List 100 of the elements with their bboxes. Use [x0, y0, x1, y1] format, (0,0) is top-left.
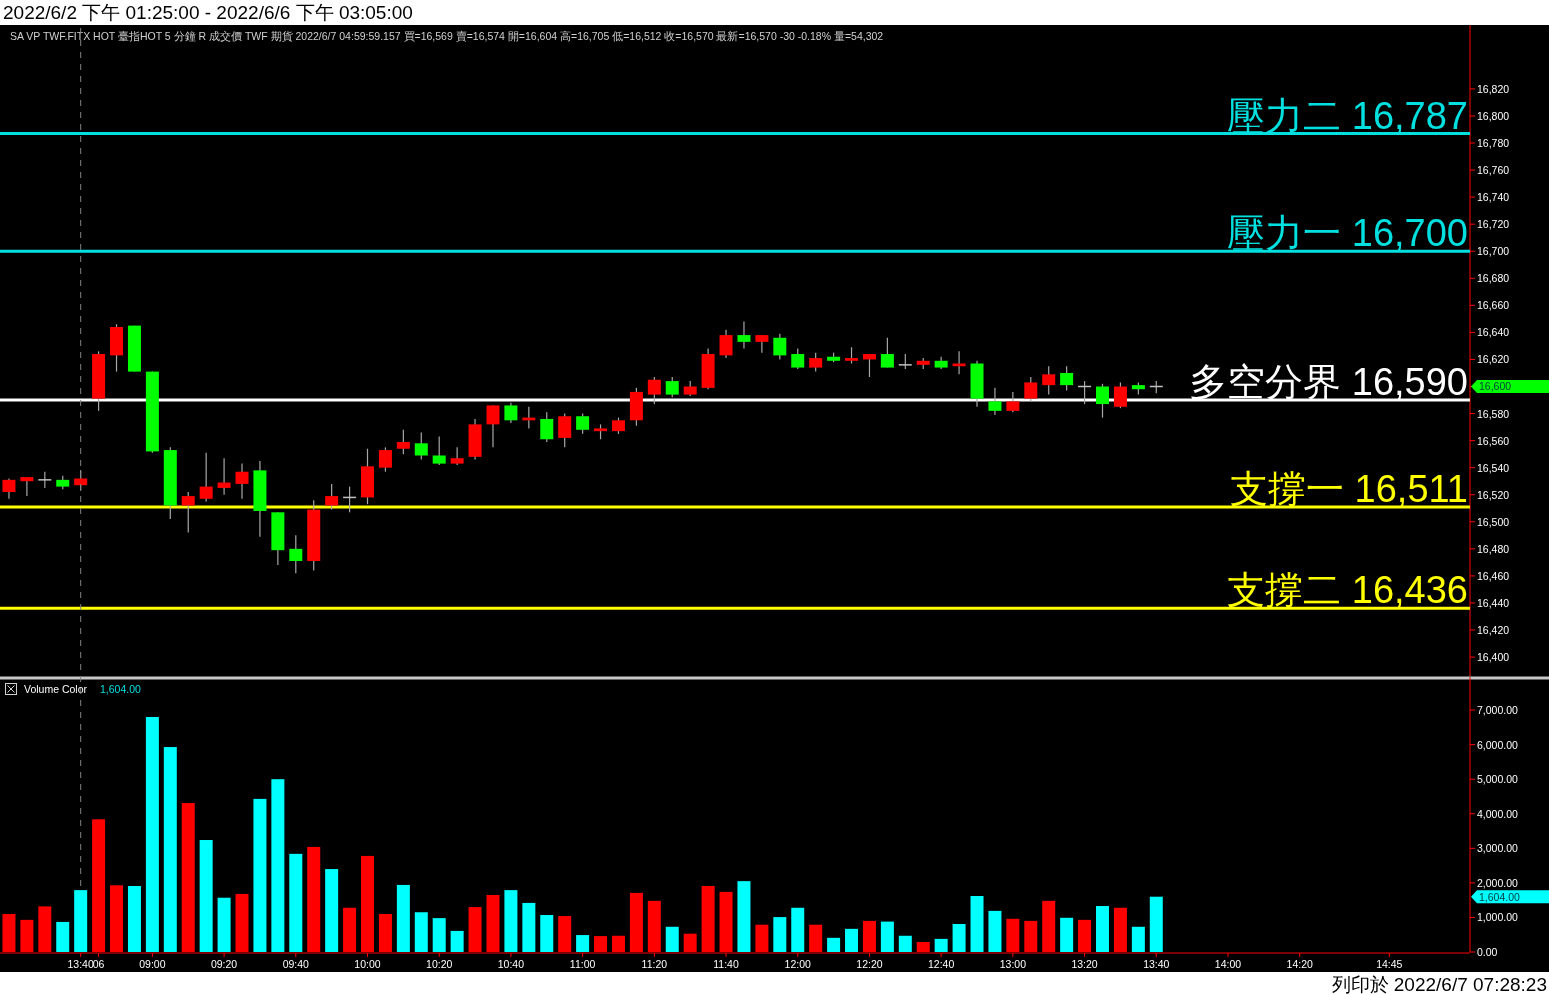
bar — [665, 926, 679, 952]
bar — [934, 938, 948, 952]
bar — [253, 798, 267, 952]
bar — [522, 902, 536, 952]
candlestick — [450, 446, 464, 466]
bar — [1060, 917, 1074, 952]
candlestick — [199, 452, 213, 503]
bar — [396, 884, 410, 952]
x-tick-label: 12:40 — [928, 958, 955, 970]
x-tick-label: 13:20 — [1071, 958, 1098, 970]
candlestick — [719, 329, 733, 359]
y-tick-label: 16,520 — [1477, 488, 1510, 501]
chart-title: Volume Color — [24, 683, 88, 695]
y-tick-label: 16,700 — [1477, 245, 1510, 258]
candlestick — [2, 477, 16, 500]
x-tick-label: 13:40 — [67, 958, 94, 970]
y-tick-label: 16,620 — [1477, 353, 1510, 366]
candlestick — [414, 431, 428, 461]
bar — [1131, 926, 1145, 952]
x-tick-label: 09:00 — [139, 958, 166, 970]
y-tick-label: 16,640 — [1477, 326, 1510, 339]
candlestick — [1096, 383, 1109, 419]
candlestick — [880, 337, 894, 369]
bar — [217, 897, 231, 952]
x-tick-label: 13:40 — [1143, 958, 1170, 970]
bar — [450, 930, 464, 952]
y-tick-label: 16,440 — [1477, 596, 1510, 609]
y-tick-label: 16,760 — [1477, 164, 1510, 177]
candlestick — [755, 334, 769, 354]
y-tick-label: 16,800 — [1477, 109, 1510, 122]
ref-line-label: 支撐一 16,511 — [1230, 467, 1468, 510]
chart-subtitle: SA VP TWF.FITX HOT 臺指HOT 5 分鐘 R 成交價 TWF 期貨 2022/6/7 04:59:59.157 買=16,569 賣=16,574 開=16,604 高=16,705 低=16,512 收=16,570 最新=16,570 -30 -0.18% 量=54,302 — [10, 30, 884, 42]
candlestick — [791, 348, 805, 370]
bar — [880, 921, 894, 952]
text: 1,604.00 — [1479, 890, 1521, 903]
candlestick — [378, 446, 392, 473]
chart-title: 2022/6/2 下午 01:25:00 - 2022/6/6 下午 03:05:00 — [3, 2, 413, 23]
candlestick — [289, 534, 303, 574]
candlestick — [540, 411, 554, 443]
candlestick — [862, 353, 876, 378]
candlestick — [1006, 391, 1020, 413]
x-tick-label: 14:45 — [1376, 958, 1403, 970]
y-tick-label: 3,000.00 — [1477, 842, 1519, 855]
y-tick-label: 16,660 — [1477, 299, 1510, 312]
candlestick — [1113, 381, 1127, 409]
candlestick — [325, 483, 339, 511]
bar — [791, 907, 805, 952]
y-tick-label: 16,400 — [1477, 651, 1510, 664]
bar — [271, 779, 285, 952]
bar — [576, 935, 590, 952]
bar — [845, 928, 859, 952]
y-tick-label: 16,560 — [1477, 434, 1510, 447]
text: 16,600 — [1479, 380, 1512, 393]
x-tick-label: 13:00 — [999, 958, 1027, 970]
bar — [74, 890, 88, 952]
bar — [970, 896, 984, 952]
x-tick-label: 10:40 — [497, 958, 525, 970]
y-tick-label: 6,000.00 — [1477, 738, 1519, 751]
chart-subtitle: 1,604.00 — [100, 683, 142, 695]
y-tick-label: 7,000.00 — [1477, 704, 1519, 717]
candlestick — [396, 429, 410, 455]
y-tick-label: 16,820 — [1477, 82, 1510, 95]
y-tick-label: 16,780 — [1477, 136, 1510, 149]
x-tick-label: 06 — [92, 958, 105, 970]
bar — [737, 881, 751, 952]
x-tick-label: 10:20 — [426, 958, 453, 970]
candlestick — [20, 476, 34, 497]
candlestick — [988, 387, 1002, 416]
ref-line-label: 多空分界 16,590 — [1189, 361, 1468, 404]
x-tick-label: 12:00 — [784, 958, 812, 970]
candlestick — [235, 463, 249, 500]
y-tick-label: 1,000.00 — [1477, 911, 1519, 924]
x-tick-label: 14:00 — [1214, 958, 1242, 970]
y-tick-label: 2,000.00 — [1477, 876, 1519, 889]
x-tick-label: 14:20 — [1286, 958, 1313, 970]
bar — [952, 924, 966, 952]
candlestick — [558, 412, 572, 448]
candlestick — [647, 376, 661, 405]
candlestick — [773, 333, 787, 361]
candlestick — [809, 352, 823, 373]
bar — [56, 921, 70, 952]
candlestick — [576, 412, 590, 435]
bar — [540, 915, 554, 952]
x-tick-label: 09:40 — [282, 958, 310, 970]
bar — [127, 885, 141, 952]
ref-line-label: 支撐二 16,436 — [1227, 569, 1468, 612]
bar — [145, 716, 159, 952]
bar — [827, 937, 841, 952]
y-tick-label: 5,000.00 — [1477, 773, 1519, 786]
candlestick — [486, 404, 500, 448]
y-tick-label: 16,540 — [1477, 461, 1510, 474]
ref-line-label: 壓力一 16,700 — [1227, 212, 1468, 255]
y-tick-label: 16,580 — [1477, 407, 1510, 420]
candlestick — [952, 350, 966, 375]
bar — [163, 747, 177, 952]
candlestick — [181, 491, 195, 534]
candlestick — [1042, 365, 1056, 396]
bar — [773, 917, 787, 952]
x-tick-label: 11:20 — [641, 958, 668, 970]
bar — [199, 840, 213, 952]
